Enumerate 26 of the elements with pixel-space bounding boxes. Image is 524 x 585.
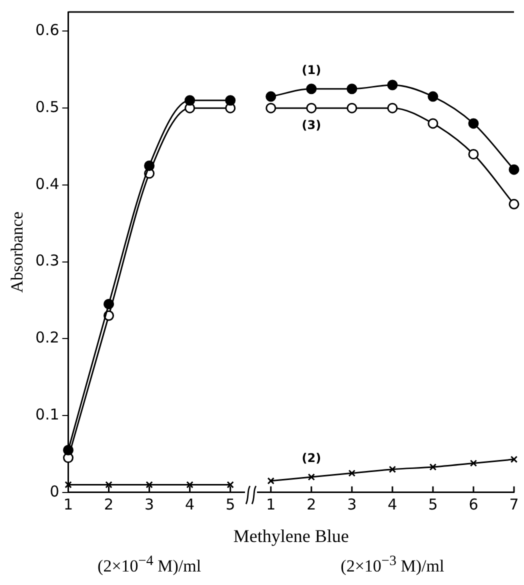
x-tick-label: 5 <box>428 495 438 514</box>
x-tick-label: 4 <box>388 495 398 514</box>
y-tick-label: 0 <box>50 482 60 500</box>
y-tick-label: 0.3 <box>35 252 60 270</box>
x-tick-label: 2 <box>306 495 316 514</box>
x-tick-label: 3 <box>347 495 357 514</box>
y-tick-label: 0.4 <box>35 174 60 193</box>
y-axis-title: Absorbance <box>8 212 27 293</box>
x-tick-label: 2 <box>104 495 114 514</box>
x-tick-label: 6 <box>468 495 478 514</box>
series-label: (3) <box>302 118 322 132</box>
series-label: (2) <box>302 451 322 466</box>
y-tick-label: 0.6 <box>35 21 60 40</box>
x-tick-label: 4 <box>185 495 195 514</box>
text: (2×10$^{−3}$ M)/ml <box>340 553 444 577</box>
y-tick-label: 0.2 <box>35 328 60 347</box>
x-tick-label: 3 <box>144 495 154 514</box>
y-tick-label: 0.1 <box>35 405 60 424</box>
text: (2×10$^{−4}$ M)/ml <box>98 553 202 577</box>
x-tick-label: 7 <box>509 495 519 514</box>
x-tick-label: 1 <box>266 495 276 514</box>
x-tick-label: 1 <box>63 495 74 514</box>
x-axis-title: Methylene Blue <box>233 526 349 546</box>
series-label: (1) <box>302 62 322 77</box>
x-tick-label: 5 <box>226 495 236 514</box>
y-tick-label: 0.5 <box>35 98 60 116</box>
